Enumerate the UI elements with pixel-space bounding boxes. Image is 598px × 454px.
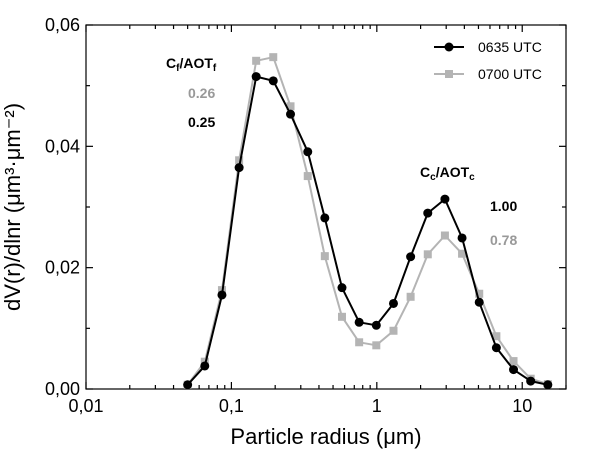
legend-label-0700: 0700 UTC: [478, 66, 542, 82]
data-point-0700: [269, 53, 278, 62]
data-point-0635: [183, 380, 193, 390]
data-point-0635: [526, 376, 536, 386]
data-point-0700: [303, 172, 312, 181]
data-point-0700: [475, 289, 484, 298]
data-point-0700: [252, 56, 261, 65]
y-axis-ticks: 0,00 0,02 0,04 0,06: [45, 15, 566, 399]
data-point-0635: [320, 213, 330, 223]
data-point-0635: [217, 290, 227, 300]
y-tick-label: 0,00: [45, 379, 80, 399]
data-point-0635: [388, 298, 398, 308]
data-point-0635: [543, 380, 553, 390]
data-point-0635: [474, 297, 484, 307]
data-point-0635: [371, 320, 381, 330]
series-layer: [183, 53, 553, 390]
y-tick-label: 0,04: [45, 136, 80, 156]
data-point-0700: [509, 357, 518, 366]
series-line-0700: [186, 56, 549, 386]
y-tick-label: 0,06: [45, 15, 80, 35]
data-point-0635: [286, 109, 296, 119]
data-point-0700: [492, 332, 501, 341]
x-axis-ticks: 0,01 0,1 1 10: [68, 25, 567, 416]
x-tick-label: 1: [372, 396, 382, 416]
data-point-0635: [303, 147, 313, 157]
data-point-0700: [320, 252, 329, 261]
data-point-0700: [235, 156, 244, 165]
data-point-0635: [491, 343, 501, 353]
data-point-0700: [286, 102, 295, 111]
coarse-mode-value-0635: 1.00: [490, 198, 517, 214]
data-point-0635: [457, 233, 467, 243]
data-point-0635: [509, 365, 519, 375]
data-point-0635: [200, 361, 210, 371]
fine-mode-value-0635: 0.25: [188, 114, 215, 130]
x-tick-label: 10: [512, 396, 532, 416]
data-point-0635: [406, 252, 416, 262]
y-axis-title: dV(r)/dlnr (μm³·μm⁻²): [0, 103, 25, 311]
fine-mode-value-0700: 0.26: [188, 85, 215, 101]
data-point-0700: [372, 341, 381, 350]
coarse-mode-value-0700: 0.78: [490, 232, 517, 248]
data-point-0700: [355, 338, 364, 347]
data-point-0635: [354, 317, 364, 327]
data-point-0700: [458, 249, 467, 258]
data-point-0700: [337, 312, 346, 321]
data-point-0635: [251, 72, 261, 82]
data-point-0700: [423, 250, 432, 259]
coarse-mode-annotation-title: Cc/AOTc: [420, 164, 475, 183]
data-point-0700: [440, 231, 449, 240]
x-axis-title: Particle radius (μm): [230, 424, 421, 449]
y-tick-label: 0,02: [45, 258, 80, 278]
x-tick-label: 0,01: [68, 396, 103, 416]
x-tick-label: 0,1: [219, 396, 244, 416]
data-point-0635: [440, 194, 450, 204]
series-line-0635: [186, 75, 549, 386]
data-point-0635: [423, 208, 433, 218]
legend: 0635 UTC 0700 UTC: [434, 39, 542, 82]
data-point-0635: [234, 163, 244, 173]
fine-mode-annotation-title: Cf/AOTf: [166, 55, 217, 74]
legend-label-0635: 0635 UTC: [478, 39, 542, 55]
data-point-0700: [406, 292, 415, 301]
data-point-0700: [389, 326, 398, 335]
legend-marker-0700: [445, 70, 453, 78]
data-point-0635: [337, 283, 347, 293]
legend-marker-0635: [444, 42, 454, 52]
data-point-0635: [268, 76, 278, 86]
